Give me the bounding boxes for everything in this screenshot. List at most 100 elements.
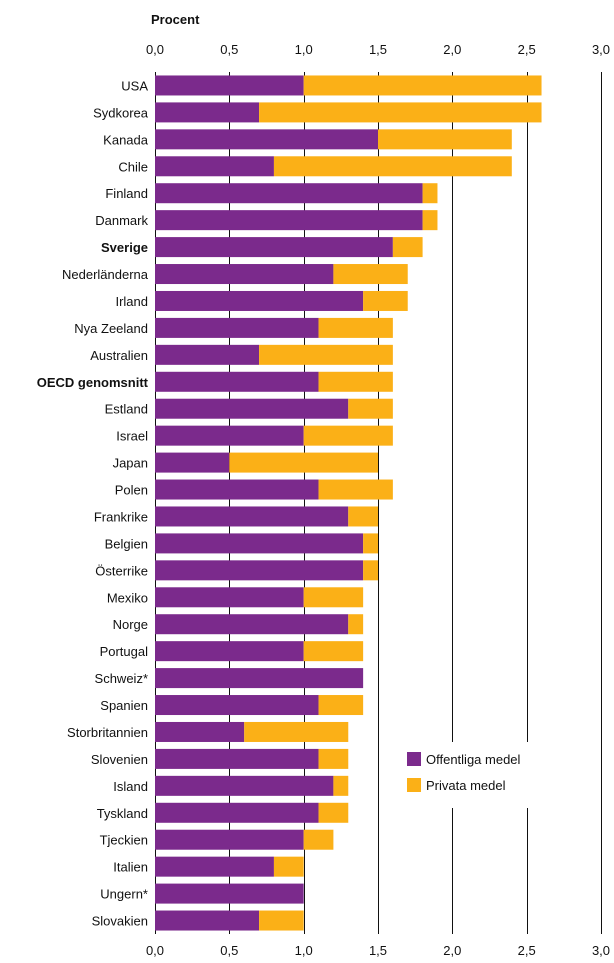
bar-segment-offentliga [155,398,349,419]
bar-segment-privata [422,183,438,204]
bar-segment-privata [229,452,378,473]
bar-segment-offentliga [155,75,304,96]
bar-segment-privata [378,129,512,150]
category-label: Polen [115,483,148,498]
bar-segment-offentliga [155,156,274,177]
x-tick-label-top: 0,5 [220,42,238,57]
bar-segment-offentliga [155,290,364,311]
bar-segment-privata [363,290,408,311]
bar-segment-privata [318,695,364,716]
bar-segment-privata [303,641,364,662]
bar-segment-offentliga [155,129,378,150]
bar-segment-privata [318,317,393,338]
category-label: Belgien [105,536,148,551]
category-label: Storbritannien [67,725,148,740]
bar-segment-offentliga [155,102,260,123]
bar-segment-offentliga [155,802,319,823]
category-label: Italien [113,860,148,875]
bar-segment-offentliga [155,237,393,258]
bar-segment-privata [303,829,334,850]
x-tick-label-top: 2,5 [518,42,536,57]
x-tick-label-bottom: 2,0 [443,943,461,958]
bar-segment-offentliga [155,775,334,796]
category-labels: USA Sydkorea Kanada Chile Finland Danmark Sver… [37,78,149,928]
bars [155,75,542,931]
x-tick-label-bottom: 1,0 [295,943,313,958]
category-label: Slovenien [91,752,148,767]
x-tick-label-bottom: 3,0 [592,943,610,958]
category-label: Kanada [103,132,149,147]
bar-segment-offentliga [155,721,245,742]
bar-segment-offentliga [155,748,319,769]
category-label: Island [113,779,148,794]
x-tick-label-bottom: 0,5 [220,943,238,958]
bar-segment-privata [422,210,438,231]
bar-segment-privata [259,102,542,123]
legend-label: Offentliga medel [426,752,521,767]
category-label: Estland [105,402,148,417]
category-label: Nya Zeeland [74,321,148,336]
x-tick-label-top: 2,0 [443,42,461,57]
bar-segment-offentliga [155,668,364,689]
bar-segment-offentliga [155,856,274,877]
bar-segment-privata [259,344,393,365]
bar-segment-privata [273,156,512,177]
category-label: Ungern* [100,887,148,902]
bar-segment-offentliga [155,641,304,662]
bar-segment-privata [318,748,349,769]
bar-segment-privata [348,614,364,635]
category-label: Japan [113,456,148,471]
x-tick-label-bottom: 1,5 [369,943,387,958]
x-tick-label-bottom: 0,0 [146,943,164,958]
bar-segment-privata [333,775,349,796]
bar-segment-offentliga [155,829,304,850]
bar-segment-offentliga [155,883,304,904]
legend-swatch [407,752,421,766]
bar-segment-offentliga [155,344,260,365]
category-label: Norge [113,617,148,632]
category-label: Israel [116,429,148,444]
category-label: Österrike [95,563,148,578]
category-label: Tjeckien [100,833,148,848]
bar-segment-privata [303,75,542,96]
bar-segment-privata [333,264,408,285]
category-label: Sverige [101,240,148,255]
category-label: Tyskland [97,806,148,821]
bar-segment-offentliga [155,614,349,635]
legend: Offentliga medel Privata medel [407,752,521,793]
x-tick-label-bottom: 2,5 [518,943,536,958]
bar-segment-offentliga [155,452,230,473]
bar-segment-privata [259,910,304,931]
bar-segment-offentliga [155,371,319,392]
x-tick-label-top: 1,5 [369,42,387,57]
category-label: Finland [105,186,148,201]
bottom-axis-ticks: 0,0 0,5 1,0 1,5 2,0 2,5 3,0 [146,943,610,958]
category-label: Chile [118,159,148,174]
bar-segment-offentliga [155,560,364,581]
bar-segment-offentliga [155,425,304,446]
bar-segment-offentliga [155,533,364,554]
bar-segment-offentliga [155,183,423,204]
bar-segment-offentliga [155,317,319,338]
bar-segment-privata [348,398,393,419]
bar-segment-offentliga [155,910,260,931]
bar-segment-privata [273,856,304,877]
bar-segment-privata [392,237,423,258]
category-label: Mexiko [107,590,148,605]
bar-segment-offentliga [155,587,304,608]
bar-segment-offentliga [155,210,423,231]
category-label: Frankrike [94,509,148,524]
legend-swatch [407,778,421,792]
bar-segment-privata [303,425,393,446]
category-label: Australien [90,348,148,363]
bar-segment-offentliga [155,695,319,716]
x-tick-label-top: 0,0 [146,42,164,57]
bar-segment-privata [318,479,393,500]
bar-segment-privata [318,371,393,392]
category-label: Slovakien [92,914,148,929]
x-tick-label-top: 1,0 [295,42,313,57]
x-tick-label-top: 3,0 [592,42,610,57]
category-label: Spanien [100,698,148,713]
category-label: Danmark [95,213,148,228]
